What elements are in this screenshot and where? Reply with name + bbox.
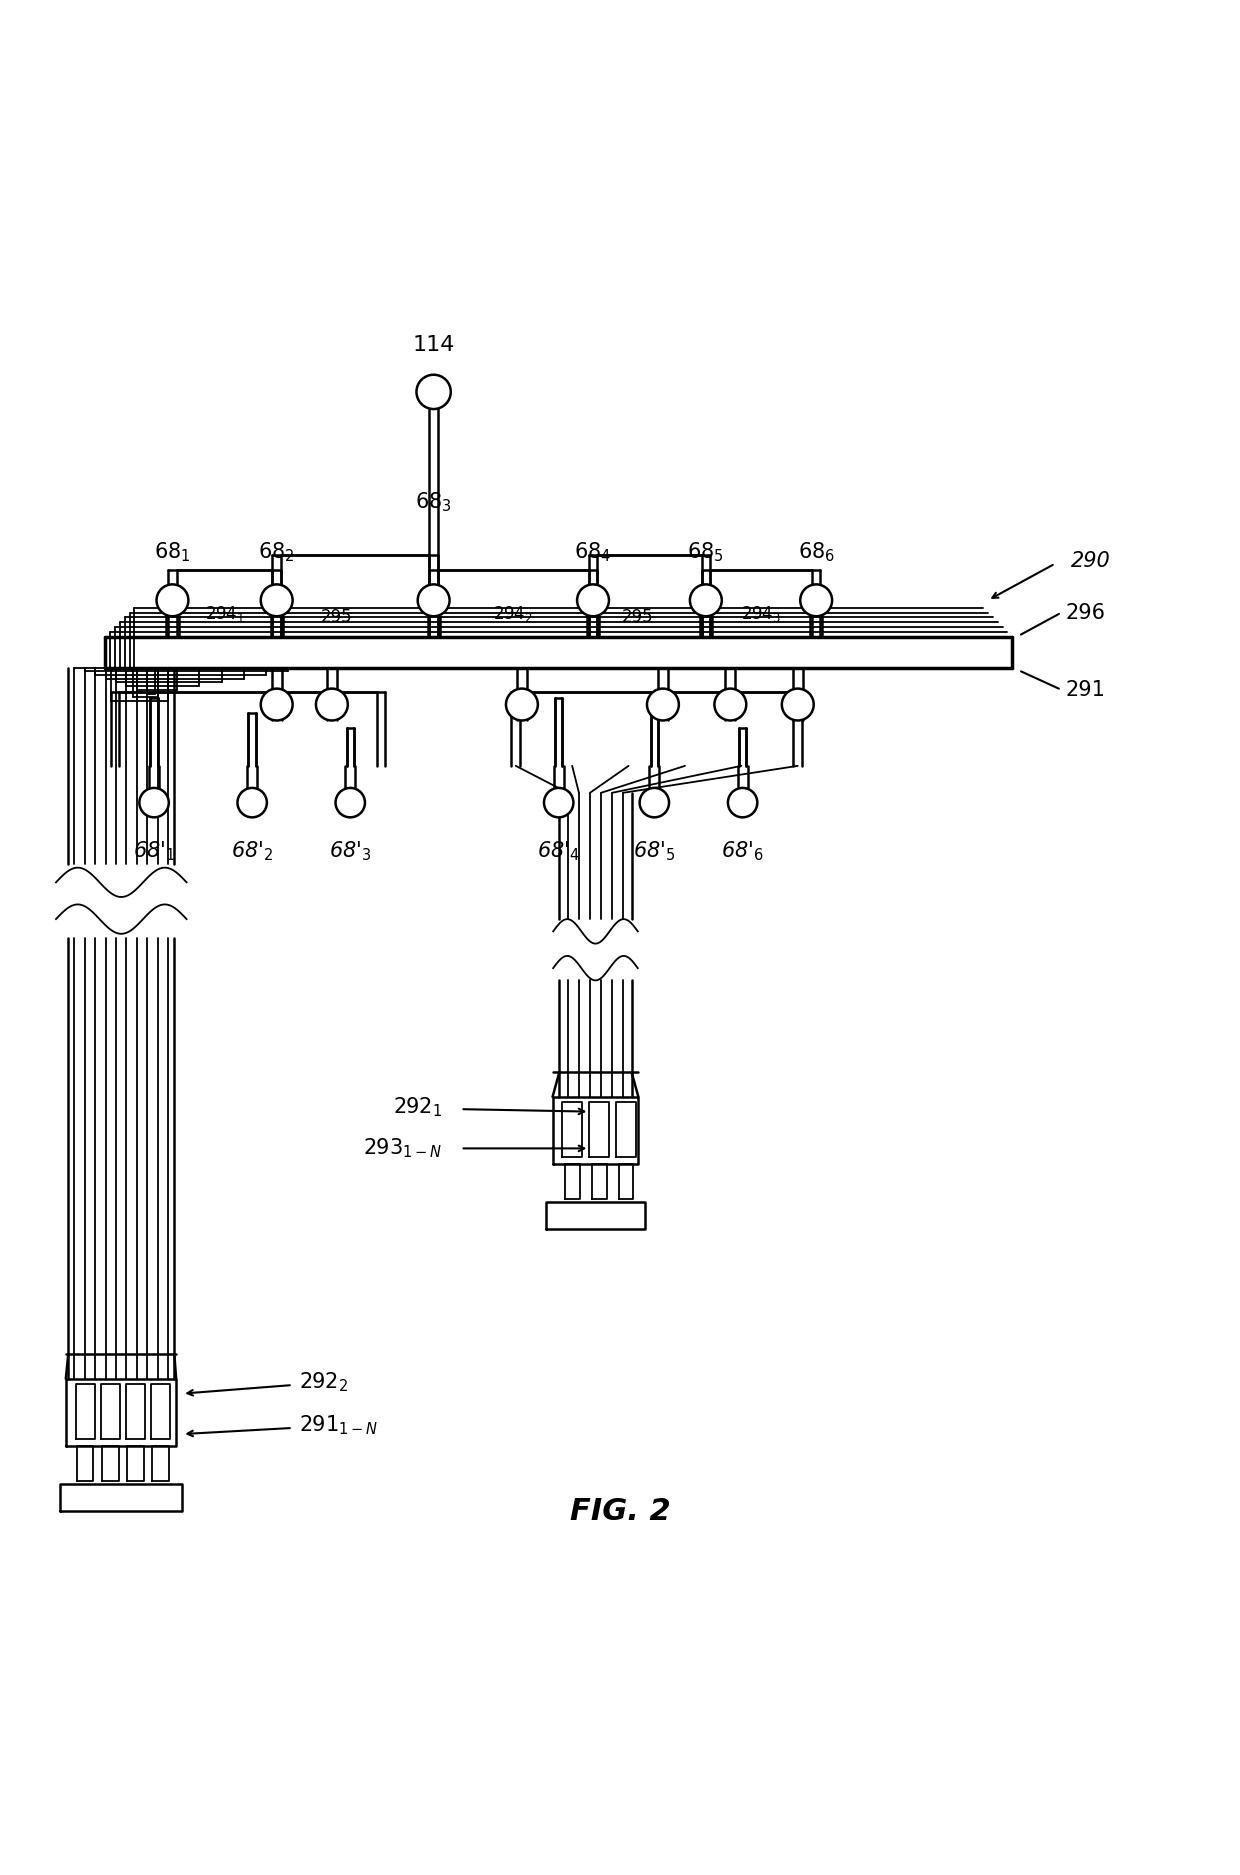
- Circle shape: [728, 788, 758, 818]
- Circle shape: [316, 688, 347, 720]
- Text: 290: 290: [1071, 551, 1111, 572]
- Text: 292$_1$: 292$_1$: [393, 1095, 443, 1119]
- Text: 114: 114: [413, 336, 455, 354]
- Text: 292$_2$: 292$_2$: [299, 1371, 348, 1395]
- Text: 293$_{1-N}$: 293$_{1-N}$: [363, 1136, 443, 1161]
- Text: 294$_2$: 294$_2$: [494, 604, 533, 624]
- Text: 291: 291: [1065, 681, 1105, 699]
- Text: 294$_1$: 294$_1$: [205, 604, 244, 624]
- Circle shape: [336, 788, 365, 818]
- Text: 68$_{1}$: 68$_{1}$: [154, 540, 191, 564]
- Circle shape: [647, 688, 678, 720]
- Text: 68'$_{1}$: 68'$_{1}$: [133, 840, 175, 862]
- Circle shape: [800, 585, 832, 617]
- Circle shape: [782, 688, 813, 720]
- Circle shape: [156, 585, 188, 617]
- Circle shape: [689, 585, 722, 617]
- Circle shape: [237, 788, 267, 818]
- Circle shape: [506, 688, 538, 720]
- Circle shape: [418, 585, 450, 617]
- Text: 68$_{2}$: 68$_{2}$: [258, 540, 295, 564]
- Text: 68$_{5}$: 68$_{5}$: [687, 540, 724, 564]
- Circle shape: [577, 585, 609, 617]
- Text: 296: 296: [1065, 602, 1105, 622]
- Text: 68$_{6}$: 68$_{6}$: [797, 540, 835, 564]
- Text: 295: 295: [321, 608, 352, 626]
- Text: 68'$_{4}$: 68'$_{4}$: [537, 840, 580, 862]
- Text: 68'$_{6}$: 68'$_{6}$: [722, 840, 764, 862]
- Circle shape: [714, 688, 746, 720]
- Text: 68$_{4}$: 68$_{4}$: [574, 540, 611, 564]
- Text: 295: 295: [621, 608, 653, 626]
- Text: 68'$_{5}$: 68'$_{5}$: [634, 840, 676, 862]
- Circle shape: [139, 788, 169, 818]
- Circle shape: [640, 788, 670, 818]
- Circle shape: [544, 788, 573, 818]
- Circle shape: [260, 585, 293, 617]
- Circle shape: [417, 375, 451, 409]
- Text: 68'$_{2}$: 68'$_{2}$: [231, 840, 273, 862]
- Text: 68$_{3}$: 68$_{3}$: [415, 491, 453, 514]
- Text: 291$_{1-N}$: 291$_{1-N}$: [299, 1414, 378, 1438]
- Circle shape: [260, 688, 293, 720]
- Text: FIG. 2: FIG. 2: [569, 1496, 671, 1526]
- Text: 294$_3$: 294$_3$: [742, 604, 781, 624]
- Text: 68'$_{3}$: 68'$_{3}$: [329, 840, 372, 862]
